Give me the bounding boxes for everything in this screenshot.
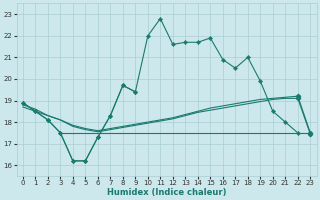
X-axis label: Humidex (Indice chaleur): Humidex (Indice chaleur) xyxy=(107,188,226,197)
